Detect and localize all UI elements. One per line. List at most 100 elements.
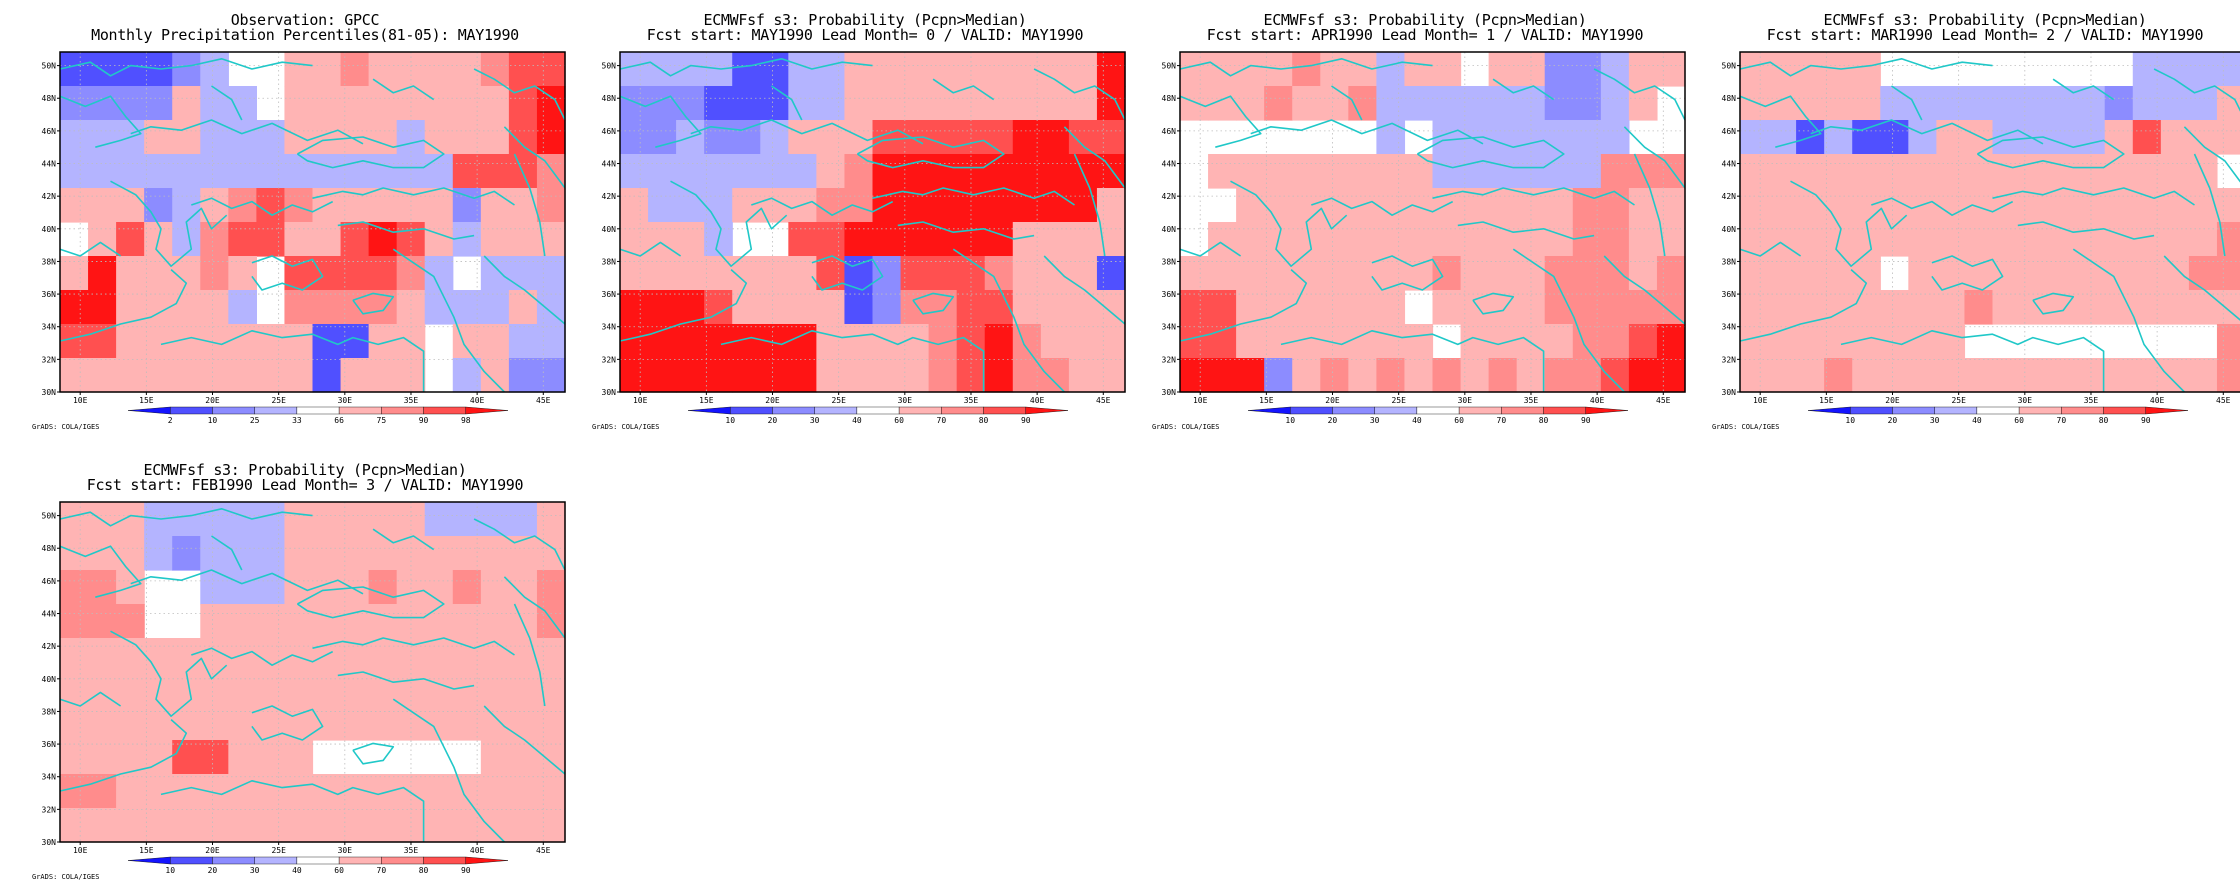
grid-cell [1236, 256, 1265, 291]
grid-cell [928, 324, 958, 359]
grid-cell [88, 740, 117, 775]
lat-tick-label: 48N [42, 94, 57, 103]
lon-tick-label: 35E [1524, 396, 1539, 405]
grid-cell [368, 120, 398, 155]
coastline [211, 85, 243, 121]
coastline [619, 57, 873, 77]
grid-cell [872, 324, 902, 359]
grid-cell [88, 808, 117, 843]
grid-cell [200, 502, 229, 537]
coastline [2072, 248, 2185, 393]
lat-tick-label: 44N [1162, 160, 1177, 169]
grid-cell [60, 502, 89, 537]
grid-cell [1964, 290, 1994, 325]
coastline [2032, 292, 2075, 315]
grid-cell [1964, 154, 1994, 189]
panel-title: ECMWFsf s3: Probability (Pcpn>Median) [1263, 11, 1587, 29]
lat-tick-label: 36N [602, 290, 617, 299]
coastline [372, 78, 435, 101]
grid-cell [1292, 52, 1321, 87]
grid-cell [228, 86, 257, 121]
coastline [619, 241, 682, 257]
plot-frame [59, 51, 566, 393]
coastline [1633, 153, 1666, 257]
grid-cell [88, 324, 117, 359]
grid-cell [312, 502, 342, 537]
grads-credit: GrADS: COLA/IGES [1712, 423, 1780, 431]
grid-cell [284, 638, 314, 673]
coastline [690, 119, 924, 145]
panel-title: Observation: GPCC [230, 11, 380, 29]
map-plot: 10E 15E 20E 25E 30E 35E 40E 45E 50N 48N 46N 44N 42N 4… [42, 501, 566, 875]
grid-cell [732, 290, 761, 325]
colorbar-label: 30 [1370, 416, 1380, 425]
grid-cell [2216, 290, 2240, 325]
grid-cell [648, 188, 677, 223]
grid-cell [2216, 324, 2240, 359]
grid-cell [60, 604, 89, 639]
coastlines [59, 507, 566, 843]
grid-cell [1264, 86, 1293, 121]
colorbar: 2 10 25 33 66 75 90 98 [127, 406, 509, 425]
grid-cell [1040, 324, 1070, 359]
grid-cell [340, 604, 370, 639]
colorbar-swatch [465, 406, 509, 415]
plot-frame [1179, 51, 1686, 393]
grid-cell [340, 672, 370, 707]
coastline [1492, 78, 1555, 101]
grid-cell [284, 290, 314, 325]
coastline [1331, 85, 1363, 121]
grid-cell [424, 86, 454, 121]
grid-cell [1292, 86, 1321, 121]
lat-tick-label: 50N [1722, 62, 1737, 71]
grid-cell [1544, 358, 1574, 393]
grid-cell [1964, 222, 1994, 257]
grid-cell [1628, 324, 1658, 359]
grads-credit: GrADS: COLA/IGES [32, 873, 100, 881]
grid-cell [1488, 154, 1518, 189]
grid-cell [424, 502, 454, 537]
colorbar-label: 20 [208, 866, 218, 875]
grid-cell [1740, 290, 1769, 325]
lon-tick-label: 10E [73, 846, 88, 855]
colorbar-swatch [2103, 406, 2146, 415]
grid-cell [284, 570, 314, 605]
grid-cell [536, 290, 566, 325]
grid-cell [144, 120, 173, 155]
lat-tick-label: 36N [42, 740, 57, 749]
grid-cell [844, 222, 874, 257]
coastline [337, 671, 475, 690]
grid-cell [676, 86, 705, 121]
colorbar-swatch [127, 856, 171, 865]
coastlines [619, 57, 1126, 393]
grid-cell [284, 808, 314, 843]
grid-cell [1068, 188, 1098, 223]
coastline [720, 329, 985, 392]
coastline [1230, 180, 1348, 268]
grid-cell [1432, 154, 1462, 189]
grid-cell [172, 290, 201, 325]
grid-cell [704, 358, 733, 393]
colorbar-label: 2 [168, 416, 173, 425]
grid-cell [844, 188, 874, 223]
coastline [1250, 119, 1484, 145]
lat-tick-label: 36N [42, 290, 57, 299]
grid-cell [116, 808, 145, 843]
grid-cell [732, 358, 761, 393]
grid-cell [1348, 324, 1377, 359]
grid-cell [1768, 324, 1797, 359]
grid-cell [480, 188, 510, 223]
colorbar-swatch [1025, 406, 1069, 415]
grid-cell [368, 324, 398, 359]
grid-cell [480, 536, 510, 571]
grid-cell [928, 120, 958, 155]
grid-cell [256, 740, 286, 775]
grid-cell [2104, 358, 2134, 393]
coastline [483, 705, 566, 775]
grid-cell [228, 324, 257, 359]
grid-cell [2160, 256, 2190, 291]
grid-cell [620, 154, 649, 189]
colorbar-swatch [338, 856, 382, 865]
coastline [110, 630, 228, 718]
grid-cell [1488, 86, 1518, 121]
